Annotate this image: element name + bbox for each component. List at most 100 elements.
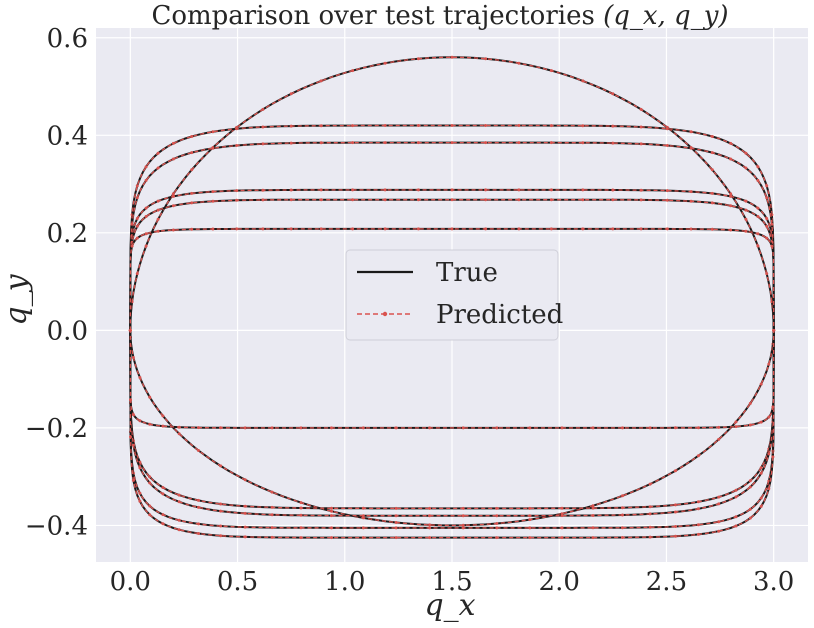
predicted-point bbox=[549, 141, 553, 145]
predicted-point bbox=[416, 124, 420, 127]
predicted-point bbox=[549, 198, 553, 202]
predicted-point bbox=[591, 536, 595, 540]
predicted-point bbox=[289, 198, 293, 202]
predicted-point bbox=[219, 502, 223, 506]
predicted-point bbox=[428, 426, 432, 430]
predicted-point bbox=[770, 244, 774, 248]
predicted-point bbox=[495, 514, 499, 518]
predicted-point bbox=[190, 191, 194, 195]
x-tick-label: 2.5 bbox=[646, 567, 687, 597]
predicted-point bbox=[156, 229, 160, 233]
predicted-point bbox=[235, 189, 239, 193]
predicted-point bbox=[581, 124, 585, 128]
predicted-point bbox=[756, 206, 760, 210]
predicted-point bbox=[689, 199, 693, 203]
predicted-point bbox=[351, 198, 355, 202]
predicted-point bbox=[484, 124, 488, 127]
predicted-point bbox=[581, 79, 585, 83]
predicted-point bbox=[734, 524, 738, 528]
predicted-point bbox=[674, 503, 677, 507]
predicted-point bbox=[560, 506, 564, 510]
x-tick-label: 1.0 bbox=[324, 567, 365, 597]
predicted-point bbox=[674, 469, 677, 473]
predicted-point bbox=[135, 224, 139, 228]
predicted-point bbox=[219, 426, 223, 430]
predicted-point bbox=[131, 443, 135, 447]
predicted-point bbox=[270, 426, 274, 430]
predicted-point bbox=[771, 405, 775, 409]
y-tick-label: 0.4 bbox=[47, 121, 88, 151]
predicted-point bbox=[734, 425, 738, 429]
predicted-point bbox=[144, 206, 148, 210]
predicted-point bbox=[756, 232, 760, 236]
predicted-point bbox=[648, 505, 652, 509]
predicted-point bbox=[765, 224, 769, 228]
predicted-point bbox=[361, 514, 365, 518]
predicted-point bbox=[756, 215, 760, 218]
predicted-point bbox=[383, 141, 387, 145]
predicted-point bbox=[674, 534, 677, 538]
predicted-point bbox=[665, 189, 669, 193]
predicted-point bbox=[528, 526, 532, 530]
x-tick-label: 0.0 bbox=[110, 567, 151, 597]
predicted-point bbox=[129, 435, 132, 439]
predicted-point bbox=[461, 536, 465, 540]
predicted-point bbox=[734, 488, 738, 492]
x-tick-label: 1.5 bbox=[431, 567, 472, 597]
predicted-point bbox=[611, 188, 615, 192]
predicted-point bbox=[219, 509, 223, 513]
predicted-point bbox=[591, 526, 595, 530]
predicted-point bbox=[131, 413, 135, 417]
predicted-point bbox=[648, 535, 652, 539]
predicted-point bbox=[767, 415, 771, 419]
predicted-point bbox=[235, 127, 239, 131]
predicted-point bbox=[361, 506, 365, 510]
predicted-point bbox=[131, 478, 135, 482]
predicted-point bbox=[756, 244, 760, 248]
predicted-point bbox=[744, 229, 748, 233]
predicted-point bbox=[129, 398, 132, 402]
predicted-point bbox=[450, 198, 454, 202]
predicted-point bbox=[261, 188, 265, 192]
predicted-point bbox=[135, 217, 139, 220]
trajectory-lines bbox=[128, 55, 776, 540]
predicted-point bbox=[383, 61, 387, 65]
predicted-point bbox=[639, 142, 643, 146]
predicted-point bbox=[177, 528, 181, 532]
predicted-point bbox=[138, 491, 142, 495]
predicted-point bbox=[243, 478, 247, 482]
predicted-point bbox=[299, 513, 303, 517]
predicted-point bbox=[428, 514, 432, 518]
predicted-point bbox=[197, 532, 200, 535]
predicted-point bbox=[674, 426, 677, 430]
predicted-point bbox=[197, 498, 200, 502]
predicted-point bbox=[171, 194, 175, 198]
predicted-point bbox=[549, 227, 553, 231]
predicted-point bbox=[138, 419, 142, 423]
predicted-point bbox=[351, 69, 355, 73]
predicted-point bbox=[299, 506, 303, 510]
predicted-point bbox=[581, 188, 585, 192]
predicted-point bbox=[748, 507, 752, 511]
predicted-point bbox=[383, 188, 387, 192]
predicted-point bbox=[261, 198, 265, 202]
predicted-point bbox=[759, 496, 763, 500]
predicted-point bbox=[639, 188, 643, 192]
predicted-point bbox=[171, 141, 175, 145]
predicted-point bbox=[243, 511, 247, 515]
predicted-point bbox=[710, 191, 714, 195]
predicted-point bbox=[611, 92, 615, 96]
predicted-point bbox=[756, 165, 760, 169]
predicted-point bbox=[299, 536, 303, 540]
predicted-point bbox=[135, 184, 139, 188]
predicted-point bbox=[689, 130, 693, 134]
predicted-point bbox=[495, 522, 499, 525]
predicted-point bbox=[560, 536, 564, 540]
predicted-point bbox=[319, 141, 323, 145]
predicted-point bbox=[171, 204, 175, 208]
predicted-point bbox=[416, 57, 420, 61]
predicted-point bbox=[611, 198, 615, 202]
predicted-point bbox=[744, 199, 748, 203]
predicted-point bbox=[665, 198, 669, 202]
predicted-point bbox=[450, 141, 454, 145]
